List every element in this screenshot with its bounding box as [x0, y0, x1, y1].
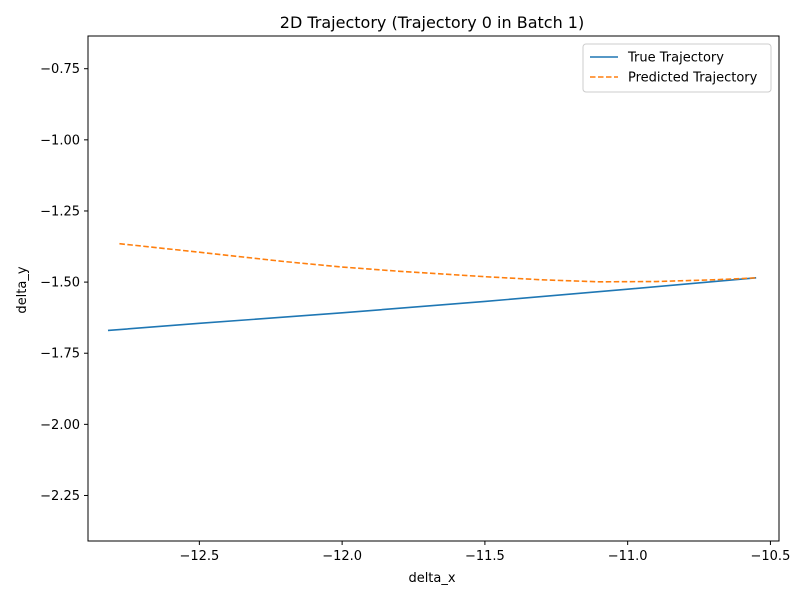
legend: True Trajectory Predicted Trajectory	[582, 43, 772, 93]
series-line-predicted-trajectory	[119, 242, 757, 283]
axes-frame	[87, 35, 780, 542]
y-tick-label: −0.75	[40, 62, 80, 77]
y-tick-label: −1.75	[40, 347, 80, 362]
y-tick-label: −1.00	[40, 133, 80, 148]
y-tick-label: −2.00	[40, 418, 80, 433]
legend-label: Predicted Trajectory	[628, 71, 758, 86]
x-tick-label: −10.5	[751, 549, 791, 564]
legend-box	[582, 43, 772, 93]
x-tick-label: −12.5	[179, 549, 219, 564]
x-axis-label: delta_x	[408, 571, 455, 586]
y-tick-label: −1.25	[40, 204, 80, 219]
plot-area: −12.5 −12.0 −11.5 −11.0 −10.5 −0.75 −1.00 −1.25…	[40, 35, 791, 564]
series-line-true-trajectory	[107, 277, 757, 332]
x-tick-label: −11.0	[608, 549, 648, 564]
y-axis-label: delta_y	[15, 266, 30, 313]
y-tick-label: −1.50	[40, 276, 80, 291]
legend-label: True Trajectory	[627, 51, 724, 66]
y-tick-label: −2.25	[40, 489, 80, 504]
x-tick-label: −11.5	[465, 549, 505, 564]
chart-title: 2D Trajectory (Trajectory 0 in Batch 1)	[280, 13, 584, 32]
x-tick-label: −12.0	[322, 549, 362, 564]
